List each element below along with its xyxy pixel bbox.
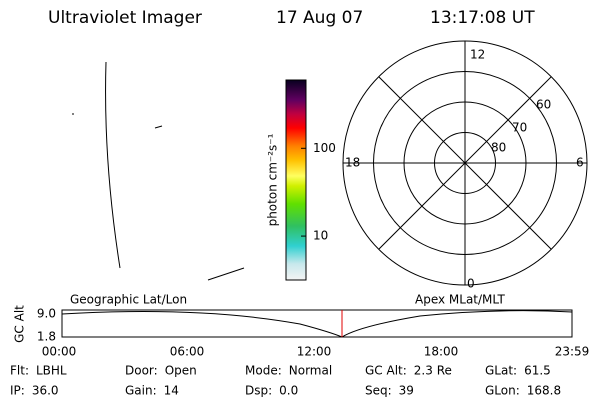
mlt-label: 12 (470, 48, 485, 62)
limb-fragment (154, 125, 163, 129)
field-label: Flt: (10, 364, 29, 378)
footer: Flt: LBHL Door: Open Mode: Normal GC Alt: 2.3 R… (10, 364, 561, 398)
lat-label: 80 (491, 141, 506, 155)
altitude-curve (61, 310, 573, 338)
timeline-title: Apex MLat/MLT (415, 293, 505, 307)
mlt-label: 6 (576, 156, 584, 170)
colorbar (285, 79, 307, 281)
field-label: Gain: (125, 384, 157, 398)
field-label: Mode: (245, 364, 282, 378)
field-value: 61.5 (524, 364, 551, 378)
polar-dial: 80 70 60 12 6 0 18 (342, 40, 588, 291)
title: Ultraviolet Imager (48, 8, 202, 28)
field-value: 36.0 (32, 384, 59, 398)
x-tick-label: 23:59 (555, 345, 590, 359)
colorbar-label: photon cm⁻²s⁻¹ (266, 133, 280, 226)
x-tick-label: 06:00 (170, 345, 205, 359)
field-label: GC Alt: (365, 364, 407, 378)
mlt-label: 18 (345, 156, 360, 170)
colorbar-tick-label: 100 (313, 141, 336, 155)
y-tick-label: 1.8 (37, 330, 56, 344)
field-value: Normal (289, 364, 332, 378)
time: 13:17:08 UT (430, 8, 535, 28)
colorbar-tick-label: 10 (313, 229, 328, 243)
x-tick-label: 18:00 (424, 345, 459, 359)
lat-label: 60 (536, 98, 551, 112)
mlt-label: 0 (467, 277, 475, 291)
field-label: Dsp: (245, 384, 272, 398)
field-label: IP: (10, 384, 25, 398)
limb (105, 61, 121, 269)
field-value: 2.3 Re (414, 364, 452, 378)
axis-line (378, 76, 552, 250)
field-value: LBHL (36, 364, 67, 378)
field-label: Seq: (365, 384, 392, 398)
date: 17 Aug 07 (276, 8, 363, 28)
timeline-title: Geographic Lat/Lon (70, 293, 187, 307)
field-label: GLat: (485, 364, 517, 378)
field-value: Open (165, 364, 197, 378)
y-tick-label: 9.0 (37, 307, 56, 321)
image-area (72, 61, 245, 281)
field-value: 0.0 (279, 384, 298, 398)
field-value: 14 (164, 384, 179, 398)
x-tick-label: 12:00 (297, 345, 332, 359)
timeline: Geographic Lat/Lon Apex MLat/MLT GC Alt … (13, 293, 590, 359)
lat-label: 70 (512, 121, 527, 135)
field-value: 39 (399, 384, 414, 398)
field-label: Door: (125, 364, 158, 378)
limb-fragment (207, 267, 245, 281)
field-value: 168.8 (527, 384, 561, 398)
x-tick-label: 00:00 (42, 345, 77, 359)
field-label: GLon: (485, 384, 520, 398)
timeline-box (61, 309, 573, 338)
y-label: GC Alt (13, 305, 27, 343)
